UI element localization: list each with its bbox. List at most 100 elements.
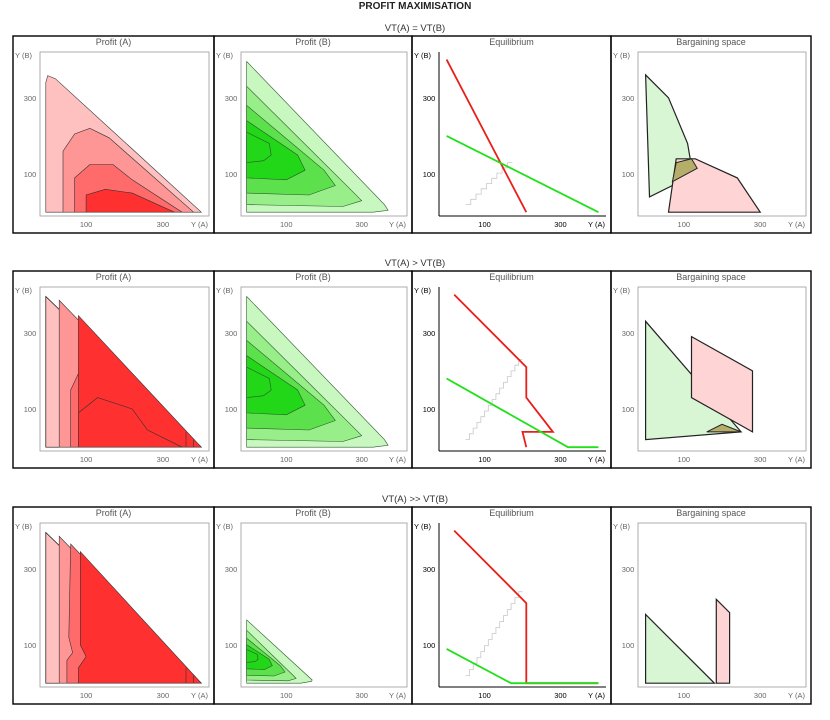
plot-frame bbox=[39, 51, 210, 217]
y-tick-100: 100 bbox=[225, 641, 238, 650]
y-tick-100: 100 bbox=[622, 405, 635, 414]
bargain-region-a bbox=[690, 335, 754, 433]
reaction-line-a bbox=[453, 293, 555, 448]
plot-area bbox=[446, 529, 599, 685]
plot-frame bbox=[39, 522, 210, 688]
y-axis-label: Y (B) bbox=[15, 51, 32, 60]
x-tick-100: 100 bbox=[678, 455, 691, 464]
y-axis-label: Y (B) bbox=[15, 522, 32, 531]
y-axis-label: Y (B) bbox=[613, 522, 630, 531]
y-tick-300: 300 bbox=[423, 94, 436, 103]
panel-title-bargaining: Bargaining space bbox=[676, 508, 746, 518]
panel-profit_a-gg: Profit (A) Y (B) 300 100 100 300 Y (A) bbox=[12, 506, 215, 705]
profit-a-contour bbox=[78, 397, 183, 448]
x-tick-100: 100 bbox=[80, 455, 93, 464]
panel-title-equilibrium: Equilibrium bbox=[489, 272, 534, 282]
reaction-line-b bbox=[446, 648, 599, 685]
y-tick-300: 300 bbox=[225, 565, 238, 574]
x-tick-300: 300 bbox=[754, 455, 767, 464]
panel-equilibrium-eq: Equilibrium Y (B) 300 100 100 300 Y (A) bbox=[411, 35, 612, 234]
panel-profit_a-gt: Profit (A) Y (B) 300 100 100 300 Y (A) bbox=[12, 270, 215, 469]
plot-frame bbox=[637, 522, 807, 688]
panel-bargaining-gg: Bargaining space Y (B) 300 100 100 300 Y (A) bbox=[610, 506, 812, 705]
y-tick-300: 300 bbox=[24, 94, 37, 103]
y-tick-300: 300 bbox=[622, 94, 635, 103]
plot-frame bbox=[39, 286, 210, 452]
x-axis-label: Y (A) bbox=[788, 455, 805, 464]
reaction-line-b bbox=[446, 135, 599, 214]
y-tick-100: 100 bbox=[24, 405, 37, 414]
y-tick-300: 300 bbox=[24, 565, 37, 574]
y-axis-label: Y (B) bbox=[613, 51, 630, 60]
x-axis-label: Y (A) bbox=[788, 691, 805, 700]
y-tick-100: 100 bbox=[622, 641, 635, 650]
y-tick-100: 100 bbox=[423, 405, 436, 414]
y-tick-300: 300 bbox=[423, 329, 436, 338]
x-tick-100: 100 bbox=[478, 691, 491, 700]
y-axis-label: Y (B) bbox=[216, 522, 233, 531]
profit-b-contour bbox=[246, 644, 273, 670]
profit-a-contour bbox=[85, 188, 175, 213]
plot-area bbox=[246, 619, 313, 684]
x-axis-label: Y (A) bbox=[389, 220, 406, 229]
iteration-path bbox=[465, 359, 523, 440]
x-axis-label: Y (A) bbox=[389, 691, 406, 700]
y-axis-label: Y (B) bbox=[414, 51, 431, 60]
panel-title-profit_b: Profit (B) bbox=[295, 272, 331, 282]
panel-profit_a-eq: Profit (A) Y (B) 300 100 100 300 Y (A) bbox=[12, 35, 215, 234]
y-tick-100: 100 bbox=[24, 170, 37, 179]
panel-title-profit_a: Profit (A) bbox=[96, 508, 132, 518]
y-tick-100: 100 bbox=[622, 170, 635, 179]
x-tick-100: 100 bbox=[678, 220, 691, 229]
panel-title-equilibrium: Equilibrium bbox=[489, 508, 534, 518]
reaction-line-a bbox=[445, 59, 528, 213]
x-tick-100: 100 bbox=[478, 220, 491, 229]
y-tick-300: 300 bbox=[622, 329, 635, 338]
figure-title: PROFIT MAXIMISATION bbox=[359, 1, 472, 12]
x-tick-300: 300 bbox=[554, 455, 567, 464]
plot-frame bbox=[637, 51, 807, 217]
plot-area bbox=[644, 73, 762, 213]
x-tick-300: 300 bbox=[157, 455, 170, 464]
y-tick-100: 100 bbox=[423, 170, 436, 179]
x-tick-300: 300 bbox=[355, 220, 368, 229]
x-tick-100: 100 bbox=[80, 691, 93, 700]
section-title-eq: VT(A) = VT(B) bbox=[385, 23, 445, 34]
panel-border bbox=[610, 506, 812, 705]
x-tick-300: 300 bbox=[157, 220, 170, 229]
reaction-line-a bbox=[453, 529, 599, 685]
plot-area bbox=[45, 531, 203, 684]
panel-equilibrium-gt: Equilibrium Y (B) 300 100 100 300 Y (A) bbox=[411, 270, 612, 469]
x-axis-label: Y (A) bbox=[191, 455, 208, 464]
y-axis-label: Y (B) bbox=[216, 286, 233, 295]
plot-frame bbox=[240, 286, 408, 452]
panel-title-profit_b: Profit (B) bbox=[295, 508, 331, 518]
plot-area bbox=[645, 597, 731, 684]
x-tick-300: 300 bbox=[554, 220, 567, 229]
x-tick-300: 300 bbox=[157, 691, 170, 700]
panel-title-profit_b: Profit (B) bbox=[295, 37, 331, 47]
panel-bargaining-eq: Bargaining space Y (B) 300 100 100 300 Y (A) bbox=[610, 35, 812, 234]
x-tick-100: 100 bbox=[280, 220, 293, 229]
iteration-path bbox=[465, 591, 523, 676]
profit-b-contour bbox=[246, 366, 272, 398]
x-axis-label: Y (A) bbox=[191, 220, 208, 229]
x-tick-300: 300 bbox=[355, 691, 368, 700]
y-axis-label: Y (B) bbox=[414, 522, 431, 531]
panel-profit_b-eq: Profit (B) Y (B) 300 100 100 300 Y (A) bbox=[213, 35, 413, 234]
y-axis-label: Y (B) bbox=[414, 286, 431, 295]
bargain-region-b bbox=[645, 613, 716, 684]
panel-profit_b-gg: Profit (B) Y (B) 300 100 100 300 Y (A) bbox=[213, 506, 413, 705]
x-tick-100: 100 bbox=[280, 455, 293, 464]
panel-border bbox=[610, 35, 812, 234]
panel-border bbox=[610, 270, 812, 469]
plot-frame bbox=[240, 522, 408, 688]
x-tick-100: 100 bbox=[678, 691, 691, 700]
y-tick-300: 300 bbox=[225, 94, 238, 103]
profit-b-contour bbox=[246, 355, 306, 416]
y-axis-label: Y (B) bbox=[613, 286, 630, 295]
y-axis-label: Y (B) bbox=[216, 51, 233, 60]
plot-frame bbox=[240, 51, 408, 217]
profit-b-contour bbox=[246, 131, 272, 163]
